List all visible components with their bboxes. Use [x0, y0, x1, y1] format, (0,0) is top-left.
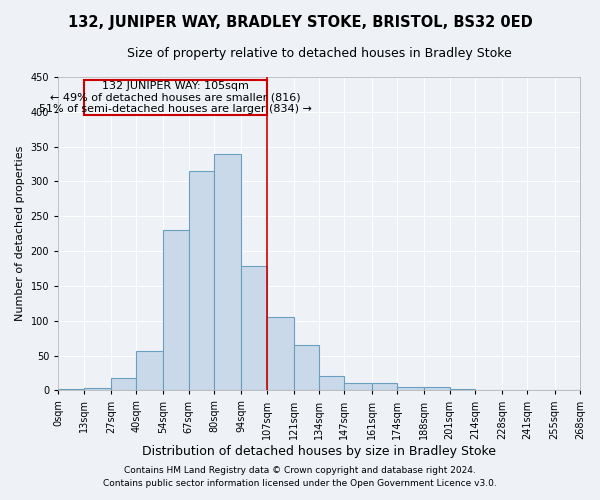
Bar	[266, 318, 294, 390]
Bar	[424, 387, 449, 390]
Text: 132, JUNIPER WAY, BRADLEY STOKE, BRISTOL, BS32 0ED: 132, JUNIPER WAY, BRADLEY STOKE, BRISTOL…	[68, 15, 532, 30]
Text: 132 JUNIPER WAY: 105sqm
← 49% of detached houses are smaller (816)
51% of semi-d: 132 JUNIPER WAY: 105sqm ← 49% of detache…	[38, 81, 311, 114]
Bar	[111, 378, 136, 390]
Bar	[83, 80, 266, 116]
Text: Contains HM Land Registry data © Crown copyright and database right 2024.
Contai: Contains HM Land Registry data © Crown c…	[103, 466, 497, 487]
Bar	[294, 345, 319, 391]
Bar	[241, 266, 266, 390]
Bar	[83, 388, 111, 390]
Bar	[371, 384, 397, 390]
Y-axis label: Number of detached properties: Number of detached properties	[15, 146, 25, 322]
X-axis label: Distribution of detached houses by size in Bradley Stoke: Distribution of detached houses by size …	[142, 444, 496, 458]
Bar	[319, 376, 344, 390]
Bar	[188, 171, 214, 390]
Bar	[136, 352, 163, 391]
Bar	[58, 389, 83, 390]
Bar	[214, 154, 241, 390]
Bar	[397, 387, 424, 390]
Title: Size of property relative to detached houses in Bradley Stoke: Size of property relative to detached ho…	[127, 48, 511, 60]
Bar	[449, 389, 475, 390]
Bar	[344, 384, 371, 390]
Bar	[163, 230, 188, 390]
